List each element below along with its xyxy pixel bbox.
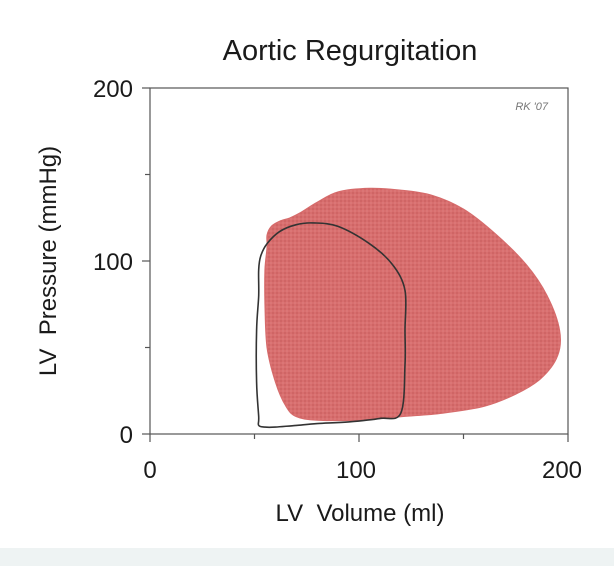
normal-pv-loop — [255, 222, 407, 429]
aortic-regurgitation-loop — [264, 187, 562, 422]
y-tick-label-200: 200 — [93, 76, 133, 103]
x-tick-label-200: 200 — [542, 457, 582, 484]
y-axis-label: LV Pressure (mmHg) — [35, 146, 62, 376]
annotation-signature: RK '07 — [515, 101, 549, 113]
x-axis-label: LV Volume (ml) — [276, 500, 445, 527]
y-tick-label-0: 0 — [120, 422, 133, 449]
x-tick-label-100: 100 — [336, 457, 376, 484]
pressure-volume-chart: Aortic Regurgitation RK '07 200 100 0 0 … — [35, 35, 582, 527]
x-tick-label-0: 0 — [143, 457, 156, 484]
y-tick-label-100: 100 — [93, 249, 133, 276]
chart-card: Aortic Regurgitation RK '07 200 100 0 0 … — [0, 0, 614, 548]
chart-title: Aortic Regurgitation — [223, 35, 478, 67]
